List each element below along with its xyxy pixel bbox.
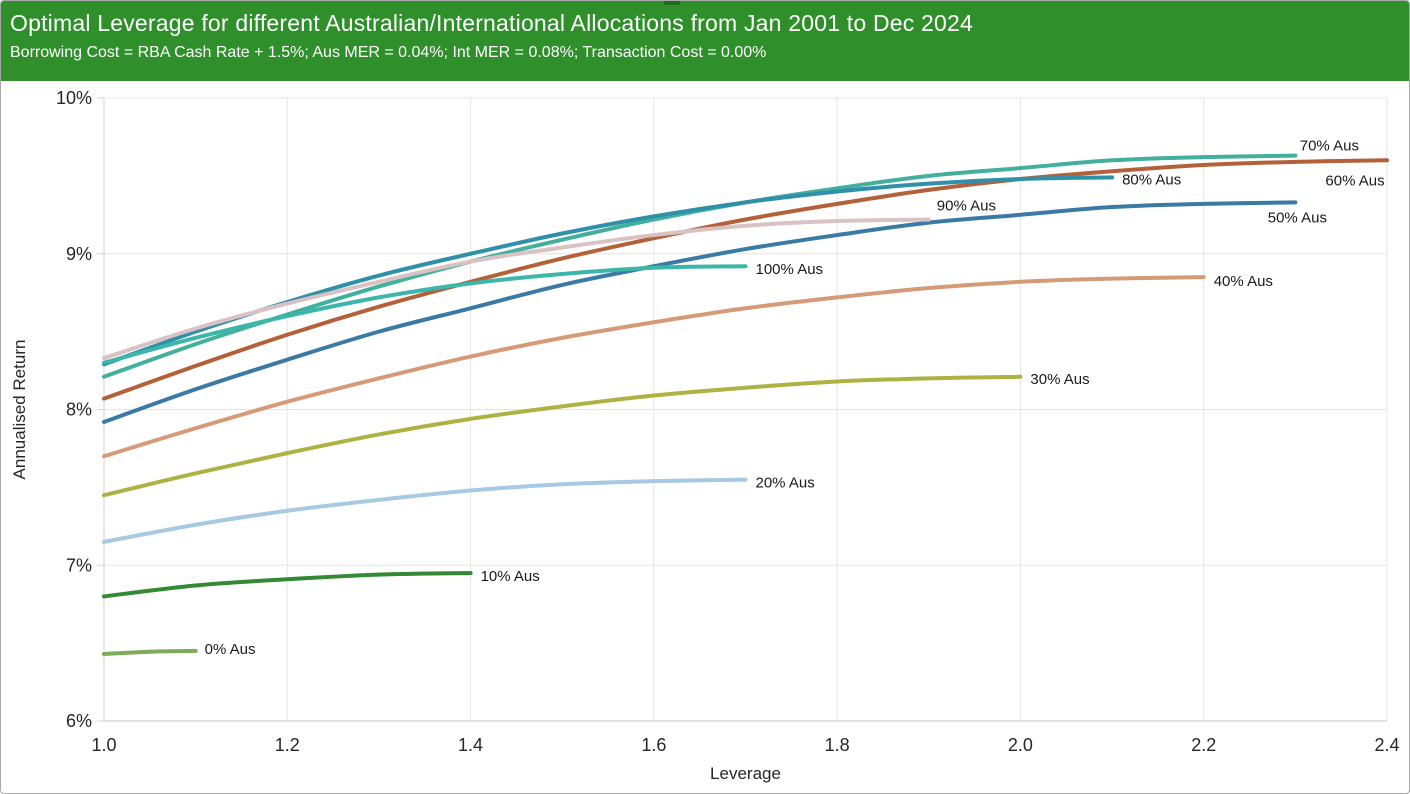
chart-title: Optimal Leverage for different Australia… xyxy=(10,10,974,36)
chart-header: Optimal Leverage for different Australia… xyxy=(1,1,1409,81)
series-line-10-aus xyxy=(102,571,473,599)
chart-area: 1.0 1.2 1.4 1.6 1.8 2.0 2.2 2.4 10% 9% 8% 7% 6% Lever… xyxy=(1,81,1409,793)
x-tick-label-2.2: 2.2 xyxy=(1191,735,1216,755)
x-tick-label-1.2: 1.2 xyxy=(275,735,300,755)
x-tick-label-1.4: 1.4 xyxy=(458,735,483,755)
series-line-0-aus xyxy=(102,648,198,657)
series-line-30-aus xyxy=(102,374,1023,498)
series-line-60-aus xyxy=(102,158,1389,401)
x-tick-label-1.6: 1.6 xyxy=(641,735,666,755)
x-tick-label-2.0: 2.0 xyxy=(1008,735,1033,755)
series-label-70-aus: 70% Aus xyxy=(1300,138,1359,155)
series-label-10-aus: 10% Aus xyxy=(481,568,540,585)
y-axis-title: Annualised Return xyxy=(10,340,29,480)
series-label-90-aus: 90% Aus xyxy=(937,197,996,214)
x-tick-label-2.4: 2.4 xyxy=(1374,735,1399,755)
y-tick-label-6: 6% xyxy=(66,711,92,731)
series-label-100-aus: 100% Aus xyxy=(756,261,824,278)
series-line-100-aus xyxy=(102,264,748,365)
series-label-60-aus: 60% Aus xyxy=(1325,172,1384,189)
x-tick-label-1.0: 1.0 xyxy=(91,735,116,755)
series-label-20-aus: 20% Aus xyxy=(756,475,815,492)
series-label-30-aus: 30% Aus xyxy=(1030,371,1089,388)
series-label-40-aus: 40% Aus xyxy=(1214,273,1273,290)
y-tick-label-8: 8% xyxy=(66,400,92,420)
series-label-80-aus: 80% Aus xyxy=(1122,171,1181,188)
series-line-50-aus xyxy=(102,200,1298,424)
x-axis-title: Leverage xyxy=(710,764,781,783)
chart-subtitle: Borrowing Cost = RBA Cash Rate + 1.5%; A… xyxy=(10,44,767,61)
series-label-0-aus: 0% Aus xyxy=(205,641,256,658)
x-tick-label-1.8: 1.8 xyxy=(825,735,850,755)
series-line-90-aus xyxy=(102,217,931,361)
series-line-20-aus xyxy=(102,477,748,544)
series-line-40-aus xyxy=(102,275,1206,459)
line-chart: 1.0 1.2 1.4 1.6 1.8 2.0 2.2 2.4 10% 9% 8% 7% 6% Lever… xyxy=(10,88,1400,783)
series-label-50-aus: 50% Aus xyxy=(1268,209,1327,226)
y-tick-label-7: 7% xyxy=(66,555,92,575)
header-notch xyxy=(664,1,680,5)
y-tick-label-9: 9% xyxy=(66,244,92,264)
y-tick-label-10: 10% xyxy=(56,88,92,108)
